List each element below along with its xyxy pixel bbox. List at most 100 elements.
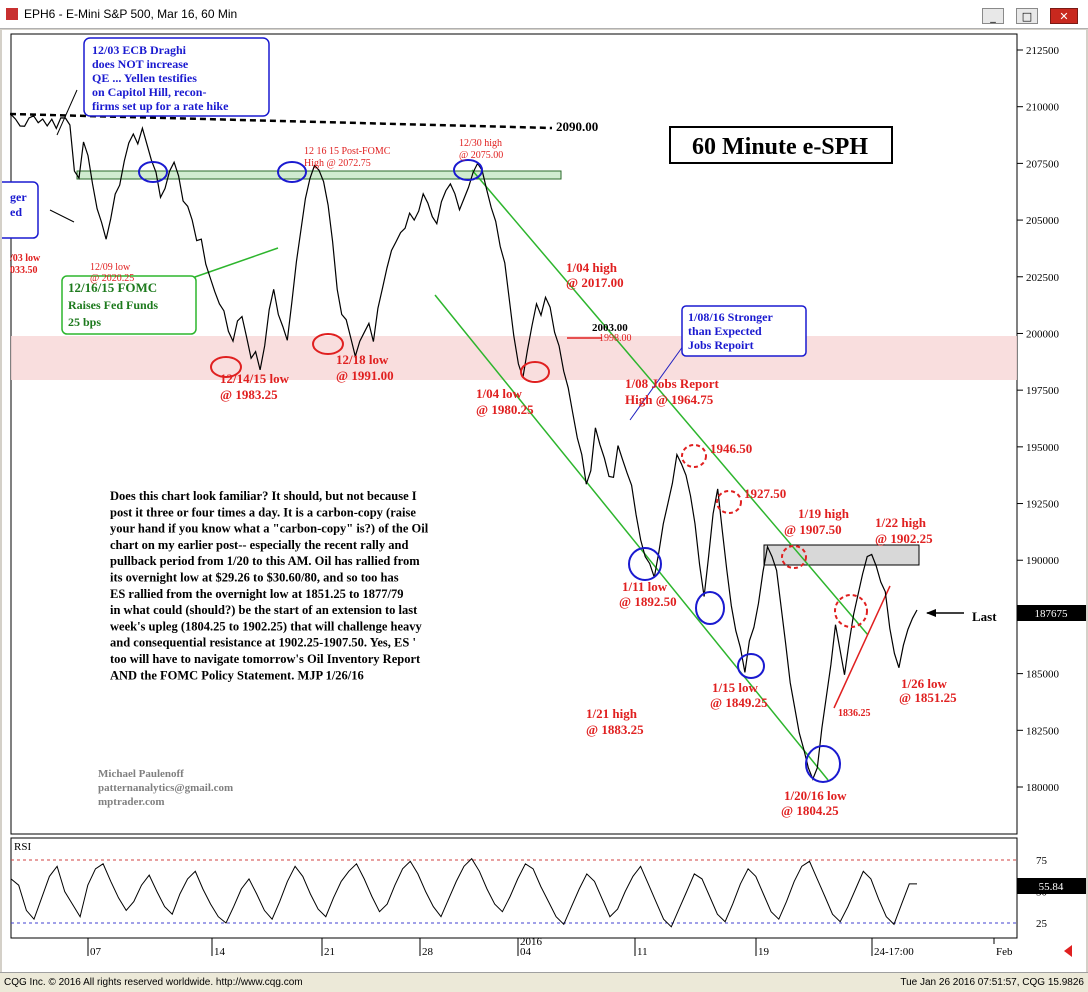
label-1230-high-1: 12/30 high [459, 138, 502, 149]
x-tick-label: 14 [214, 946, 226, 958]
window-title: EPH6 - E-Mini S&P 500, Mar 16, 60 Min [24, 7, 238, 21]
label-1214-low-1: 12/14/15 low [220, 371, 290, 386]
fomc-note-line-1: 12/16/15 FOMC [68, 280, 157, 295]
chart-title-box [669, 126, 893, 164]
post-fomc-label-1: 12 16 15 Post-FOMC [304, 146, 391, 157]
label-1946: 1946.50 [710, 441, 752, 456]
circle-red-1214 [210, 356, 242, 378]
y-tick-label: 210000 [1026, 102, 1060, 114]
jobs-note-box [681, 305, 807, 357]
level-1998-label: 1998.00 [599, 333, 632, 344]
circle-blue-0111 [628, 547, 662, 581]
circle-red-0122 [834, 594, 868, 628]
commentary-line: ES rallied from the overnight low at 185… [110, 587, 404, 601]
circle-red-1946 [681, 444, 707, 468]
level-2090-label: 2090.00 [556, 119, 598, 134]
left-note: ger ed [10, 190, 27, 219]
label-0115-low-2: @ 1849.25 [710, 695, 768, 710]
rsi-y-tick-label: 75 [1036, 855, 1048, 867]
circle-blue-0113 [695, 591, 725, 625]
commentary-line: post it three or four times a day. It is… [110, 505, 416, 519]
fomc-note-box [61, 275, 197, 335]
resistance-zone-current [763, 544, 920, 566]
x-tick-label: 28 [422, 946, 434, 958]
channel-upper-line [471, 169, 869, 636]
commentary-text: Does this chart look familiar? It should… [110, 489, 429, 682]
label-0122-high-2: @ 1902.25 [875, 531, 933, 546]
commentary-line: chart on my earlier post-- especially th… [110, 538, 408, 552]
close-button[interactable]: ✕ [1050, 8, 1078, 24]
y-tick-label: 200000 [1026, 328, 1060, 340]
jobs-note-line-3: Jobs Repoirt [688, 338, 754, 352]
left-low-label-1: /03 low [9, 253, 41, 264]
ecb-note-line-4: on Capitol Hill, recon- [92, 85, 206, 99]
jobs-pointer-line [629, 341, 687, 421]
signature-site: mptrader.com [98, 796, 165, 808]
rsi-title: RSI [14, 841, 31, 853]
rsi-last-box [1017, 878, 1086, 894]
label-0104-low-2: @ 1980.25 [476, 402, 534, 417]
app-icon [6, 8, 18, 20]
commentary-line: AND the FOMC Policy Statement. MJP 1/26/… [110, 668, 364, 682]
jobs-note: 1/08/16 Stronger than Expected Jobs Repo… [688, 310, 773, 352]
scroll-left-arrow-icon[interactable] [1064, 945, 1072, 957]
circle-red-1218 [312, 333, 344, 355]
ecb-note-box [83, 37, 270, 117]
label-0122-high-1: 1/22 high [875, 515, 927, 530]
rsi-last-value: 55.84 [1039, 881, 1064, 893]
chart-canvas: 2125002100002075002050002025002000001975… [0, 30, 1086, 972]
circle-blue-0115 [737, 653, 765, 679]
year-label: 2016 [520, 936, 543, 948]
rsi-series-line [10, 857, 917, 928]
circle-red-0104 [520, 361, 550, 383]
label-1214-low-2: @ 1983.25 [220, 387, 278, 402]
y-tick-label: 190000 [1026, 555, 1060, 567]
ecb-pointer-line [56, 89, 78, 136]
post-fomc-label: 12 16 15 Post-FOMC High @ 2072.75 [304, 146, 391, 169]
label-0120-low-1: 1/20/16 low [784, 788, 847, 803]
circle-blue-0120 [805, 745, 841, 783]
commentary-line: Does this chart look familiar? It should… [110, 489, 417, 503]
title-bar: EPH6 - E-Mini S&P 500, Mar 16, 60 Min _ … [0, 0, 1088, 29]
commentary-line: too will have to navigate tomorrow's Oil… [110, 652, 421, 666]
y-axis: 212500 210000 207500 205000 202500 200000 1975… [1017, 45, 1060, 794]
y-tick-label: 192500 [1026, 499, 1060, 511]
ecb-note-line-5: firms set up for a rate hike [92, 99, 229, 113]
fomc-note-line-3: 25 bps [68, 315, 101, 329]
maximize-button[interactable]: □ [1016, 8, 1038, 24]
x-axis: 07 14 21 28 04 11 19 24-17:00 Feb [87, 938, 1013, 958]
left-note-line-2: ed [10, 205, 22, 219]
label-0111-low-2: @ 1892.50 [619, 594, 677, 609]
signature: Michael Paulenoff patternanalytics@gmail… [98, 768, 233, 808]
x-tick-label: 11 [637, 946, 648, 958]
label-jobs-high-2: High @ 1964.75 [625, 392, 714, 407]
label-0104-high-2: @ 2017.00 [566, 275, 624, 290]
label-1209-low: 12/09 low @ 2020.25 [90, 262, 134, 284]
circle-red-1927 [716, 490, 742, 514]
channel-lower-line [434, 294, 829, 781]
fomc-note: 12/16/15 FOMC Raises Fed Funds 25 bps [68, 280, 158, 329]
y-tick-label: 202500 [1026, 272, 1060, 284]
label-0119-high-1: 1/19 high [798, 506, 850, 521]
price-series-line [10, 113, 918, 781]
rsi-y-tick-label: 25 [1036, 918, 1048, 930]
x-tick-label: Feb [996, 946, 1013, 958]
x-tick-label: 21 [324, 946, 335, 958]
label-0111-low-1: 1/11 low [622, 579, 668, 594]
label-0120-low-2: @ 1804.25 [781, 803, 839, 818]
y-tick-label: 195000 [1026, 442, 1060, 454]
ecb-note-line-1: 12/03 ECB Draghi [92, 43, 187, 57]
ecb-note-line-2: does NOT increase [92, 57, 189, 71]
y-tick-label: 207500 [1026, 158, 1060, 170]
label-1218-low-1: 12/18 low [336, 352, 389, 367]
last-price-box [1017, 605, 1086, 621]
x-tick-label: 04 [520, 946, 532, 958]
label-1209-low-1: 12/09 low [90, 262, 131, 273]
ecb-note-line-3: QE ... Yellen testifies [92, 71, 197, 85]
y-tick-label: 212500 [1026, 45, 1060, 57]
label-0126-low-1: 1/26 low [901, 676, 947, 691]
minimize-button[interactable]: _ [982, 8, 1004, 24]
left-note-line-1: ger [10, 190, 27, 204]
label-0121-high-2: @ 1883.25 [586, 722, 644, 737]
red-annotations: 12/14/15 low @ 1983.25 12/18 low @ 1991.… [220, 260, 957, 818]
